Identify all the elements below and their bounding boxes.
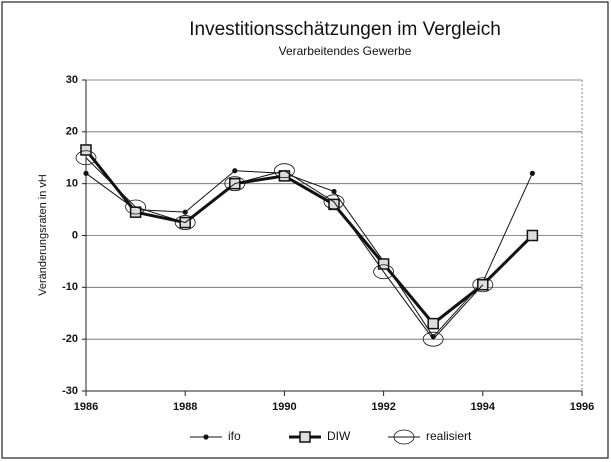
x-tick-label: 1994 <box>471 401 496 413</box>
y-axis-label: Veränderungsraten in vH <box>37 174 49 296</box>
point <box>393 429 415 445</box>
point <box>125 199 147 215</box>
legend-label: ifo <box>228 429 241 443</box>
point <box>299 431 311 443</box>
y-tick-label: 0 <box>72 229 78 241</box>
y-tick-label: -10 <box>62 281 78 293</box>
y-tick-label: -20 <box>62 333 78 345</box>
point <box>129 206 142 218</box>
point <box>427 317 439 330</box>
series-line <box>85 157 484 340</box>
x-tick-label: 1986 <box>74 401 98 413</box>
legend-label: DIW <box>327 429 351 443</box>
series-line <box>84 149 534 326</box>
x-tick-label: 1988 <box>173 401 197 413</box>
point <box>526 229 539 242</box>
point <box>174 215 196 230</box>
point <box>472 277 494 293</box>
y-tick-label: -30 <box>62 385 78 397</box>
series-line <box>85 170 533 338</box>
point <box>323 194 345 210</box>
chart-title: Investitionsschätzungen im Vergleich <box>189 19 501 40</box>
x-tick-label: 1996 <box>570 401 594 413</box>
legend-label: realisiert <box>426 429 472 443</box>
point <box>182 209 188 215</box>
y-tick-label: 30 <box>66 74 78 86</box>
point <box>328 198 340 211</box>
y-tick-label: 20 <box>66 126 78 138</box>
chart-subtitle: Verarbeitendes Gewerbe <box>279 44 412 58</box>
point <box>373 264 395 280</box>
point <box>83 170 89 176</box>
x-tick-label: 1990 <box>272 401 296 413</box>
point <box>529 170 536 176</box>
point <box>273 163 295 179</box>
y-tick-label: 10 <box>66 178 78 190</box>
point <box>422 331 444 347</box>
point <box>203 434 209 440</box>
x-tick-label: 1992 <box>371 401 395 413</box>
point <box>232 168 238 174</box>
point <box>75 150 97 166</box>
point <box>224 176 246 192</box>
point <box>331 188 337 195</box>
point <box>80 144 92 156</box>
